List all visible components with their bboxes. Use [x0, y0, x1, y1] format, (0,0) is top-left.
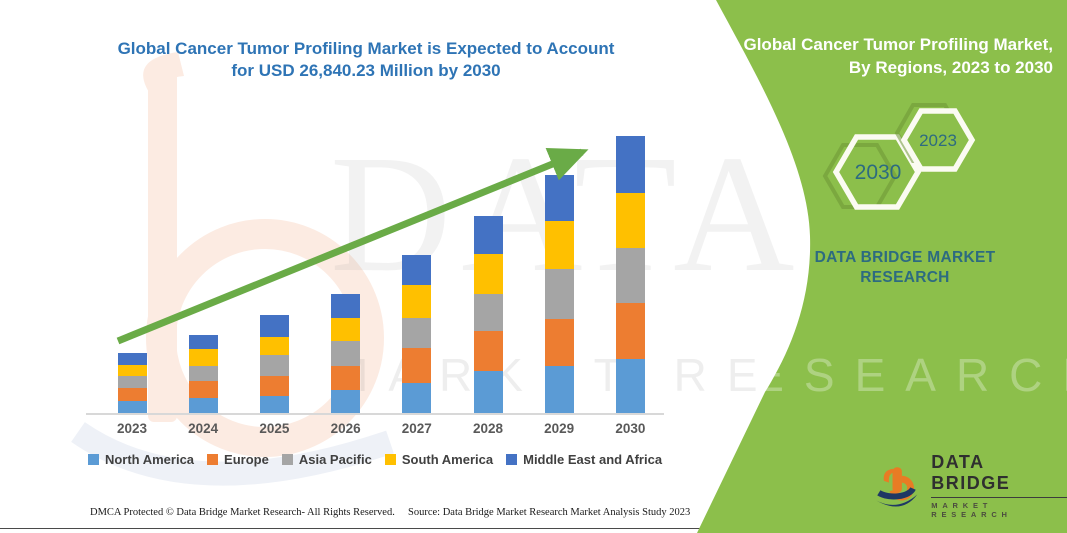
- bar-segment-middle-east-and-africa-2030: [615, 136, 645, 193]
- bar-segment-middle-east-and-africa-2028: [473, 216, 503, 254]
- bar-segment-asia-pacific-2023: [117, 376, 147, 388]
- bar-segment-asia-pacific-2028: [473, 294, 503, 331]
- legend-label: Middle East and Africa: [523, 452, 663, 467]
- logo-name-text: DATA BRIDGE: [931, 452, 1067, 498]
- side-panel-title-line2: By Regions, 2023 to 2030: [848, 58, 1053, 77]
- bar-segment-asia-pacific-2027: [402, 318, 432, 348]
- bar-segment-middle-east-and-africa-2027: [402, 255, 432, 285]
- dbmr-b-logo-icon: [876, 466, 918, 507]
- x-axis-label-2027: 2027: [401, 421, 432, 436]
- dmca-footer-text: DMCA Protected © Data Bridge Market Rese…: [90, 507, 395, 518]
- logo-subtitle-text: MARKET RESEARCH: [931, 501, 1012, 519]
- page-title: Global Cancer Tumor Profiling Market is …: [85, 38, 647, 82]
- side-panel-title-line1: Global Cancer Tumor Profiling Market,: [743, 35, 1053, 54]
- side-panel-title: Global Cancer Tumor Profiling Market, By…: [723, 33, 1053, 79]
- page-title-line2: for USD 26,840.23 Million by 2030: [231, 61, 501, 80]
- bottom-divider: [0, 528, 1067, 529]
- hexagon-2030-label: 2030: [854, 161, 902, 184]
- dbmr-logo: DATA BRIDGE MARKET RESEARCH: [872, 452, 1067, 519]
- x-axis-label-2029: 2029: [544, 421, 575, 436]
- bar-segment-north-america-2027: [402, 383, 432, 413]
- bar-segment-south-america-2027: [402, 285, 432, 318]
- bar-segment-north-america-2030: [615, 359, 645, 413]
- page-title-line1: Global Cancer Tumor Profiling Market is …: [117, 39, 615, 58]
- bar-segment-north-america-2023: [117, 401, 147, 413]
- bar-segment-asia-pacific-2030: [615, 248, 645, 303]
- brand-wordmark: DATA BRIDGE MARKET RESEARCH: [785, 248, 1025, 288]
- hexagon-badges: [822, 103, 976, 210]
- x-axis-label-2030: 2030: [615, 421, 646, 436]
- legend-item-middle-east-and-africa: Middle East and Africa: [506, 452, 662, 467]
- hexagon-2023-label: 2023: [919, 131, 957, 150]
- brand-line2: RESEARCH: [860, 269, 950, 286]
- bar-segment-middle-east-and-africa-2023: [117, 353, 147, 365]
- bar-segment-europe-2030: [615, 303, 645, 359]
- legend-label: South America: [401, 452, 494, 467]
- legend-swatch-icon: [506, 454, 518, 465]
- bar-segment-europe-2027: [402, 348, 432, 383]
- bar-segment-south-america-2028: [473, 254, 503, 294]
- bar-segment-europe-2029: [544, 319, 574, 366]
- bar-segment-south-america-2023: [117, 365, 147, 376]
- bar-segment-north-america-2028: [473, 371, 503, 413]
- bar-segment-south-america-2029: [544, 221, 574, 269]
- source-footer-text: Source: Data Bridge Market Research Mark…: [408, 507, 691, 518]
- bar-segment-south-america-2030: [615, 193, 645, 248]
- bar-segment-europe-2023: [117, 388, 147, 401]
- x-axis-label-2028: 2028: [472, 421, 504, 436]
- brand-line1: DATA BRIDGE MARKET: [814, 249, 996, 266]
- bar-segment-europe-2028: [473, 331, 503, 371]
- bar-segment-north-america-2029: [544, 366, 574, 413]
- bar-segment-asia-pacific-2029: [544, 269, 574, 319]
- bar-segment-middle-east-and-africa-2029: [544, 175, 574, 221]
